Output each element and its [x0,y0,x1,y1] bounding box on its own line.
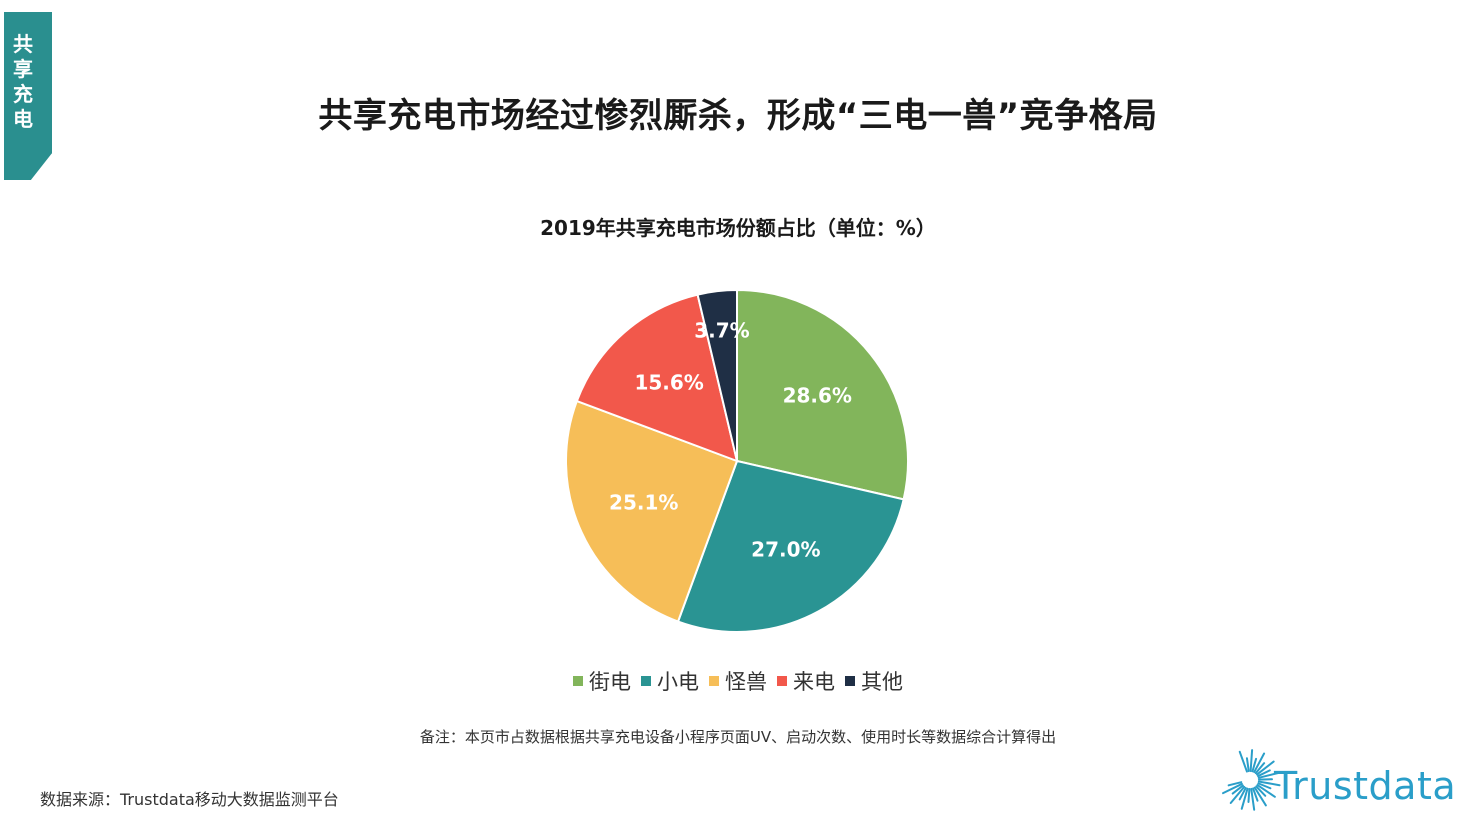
sunburst-ray [1256,760,1275,776]
pie-data-label-2: 27.0% [751,538,820,562]
pie-slice-1 [736,288,909,501]
sunburst-ray [1255,785,1267,797]
sunburst-icon [1222,749,1281,811]
logo-text: Trustdata [1274,764,1457,808]
legend-label: 来电 [793,670,835,694]
pie-data-label-1: 28.6% [783,384,852,408]
page-title: 共享充电市场经过惨烈厮杀，形成“三电一兽”竞争格局 [318,96,1158,136]
sunburst-ray [1231,784,1244,795]
sunburst-ray [1247,787,1251,803]
legend-label: 怪兽 [725,670,767,694]
pie-slice-3 [565,399,739,623]
sunburst-ray [1238,786,1247,801]
legend-swatch [845,676,855,686]
chart-title: 2019年共享充电市场份额占比（单位：%） [540,216,936,240]
legend-swatch [641,676,651,686]
legend-item-1: 街电 [573,666,631,696]
pie-data-label-3: 25.1% [609,490,678,514]
sunburst-ray [1250,787,1256,811]
legend-item-2: 小电 [641,666,699,696]
sunburst-ray [1257,769,1271,778]
sunburst-ray [1222,782,1243,795]
trustdata-logo: Trustdata [1212,738,1462,814]
legend-swatch [573,676,583,686]
pie-data-label-4: 15.6% [634,371,703,395]
chart-legend: 街电 小电 怪兽 来电 其他 [0,666,1476,696]
section-tab-label: 共享充电 [13,32,33,131]
sunburst-ray [1249,749,1254,773]
pie-slice-2 [676,459,905,633]
chart-note: 备注：本页市占数据根据共享充电设备小程序页面UV、启动次数、使用时长等数据综合计… [419,728,1057,746]
sunburst-ray [1227,781,1243,787]
legend-item-4: 来电 [777,666,835,696]
legend-label: 小电 [657,670,699,694]
legend-label: 街电 [589,670,631,694]
pie-chart: 28.6% 27.0% 25.1% 15.6% 3.7% [565,288,909,633]
section-tab [4,12,52,180]
pie-slice-4 [575,293,739,463]
sunburst-ray [1253,752,1266,774]
pie-slice-5 [696,288,738,462]
legend-label: 其他 [861,670,903,694]
sunburst-ray [1257,780,1281,787]
legend-item-5: 其他 [845,666,903,696]
sunburst-ray [1229,785,1246,804]
sunburst-ray [1257,782,1272,790]
legend-swatch [777,676,787,686]
sunburst-ray [1254,762,1266,775]
sunburst-ray [1245,757,1250,773]
sunburst-ray [1256,784,1276,798]
sunburst-ray [1251,757,1258,773]
data-source: 数据来源：Trustdata移动大数据监测平台 [40,790,339,809]
legend-swatch [709,676,719,686]
sunburst-ray [1253,786,1267,807]
sunburst-ray [1238,750,1248,773]
sunburst-ray [1257,771,1281,779]
legend-item-3: 怪兽 [709,666,767,696]
pie-data-label-5: 3.7% [694,318,749,342]
sunburst-ray [1240,787,1249,810]
sunburst-ray [1252,787,1259,802]
